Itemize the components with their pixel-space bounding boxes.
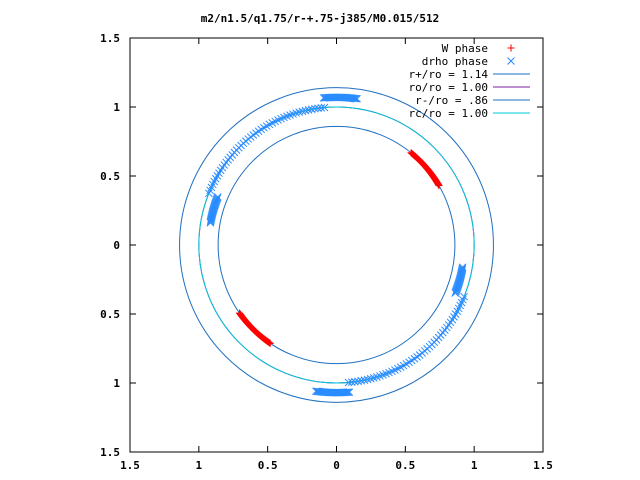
w-phase-point [266, 339, 274, 347]
drho-phase-point [322, 93, 330, 102]
drho-phase-point [307, 105, 316, 114]
drho-phase-point [458, 265, 467, 274]
drho-phase-point [357, 376, 366, 385]
circle-r- [217, 125, 456, 365]
data-points [205, 93, 468, 397]
drho-phase-point [323, 93, 331, 102]
drho-phase-point [342, 388, 350, 397]
drho-phase-point [206, 216, 215, 225]
drho-phase-point [206, 217, 215, 226]
drho-phase-point [301, 106, 310, 115]
x-tick-label: 0.5 [258, 459, 278, 472]
legend-label: r-/ro = .86 [415, 94, 488, 107]
drho-phase-point [320, 103, 329, 112]
drho-phase-point [458, 266, 466, 275]
drho-phase-point [319, 94, 328, 102]
y-tick-label: 0.5 [100, 170, 120, 183]
drho-phase-point [205, 189, 213, 198]
drho-phase-point [298, 107, 307, 116]
drho-phase-point [345, 388, 354, 396]
x-tick-label: 0 [333, 459, 340, 472]
w-phase-point [408, 150, 416, 158]
drho-phase-point [458, 263, 467, 272]
y-tick-label: 0 [113, 239, 120, 252]
drho-phase-point [366, 374, 375, 383]
drho-phase-point [354, 377, 362, 386]
drho-phase-point [460, 292, 468, 301]
drho-phase-point [304, 106, 313, 114]
drho-phase-point [363, 375, 372, 384]
chart-title: m2/n1.5/q1.75/r-+.75-j385/M0.015/512 [201, 12, 439, 25]
drho-phase-point [317, 103, 326, 112]
drho-phase-point [206, 218, 215, 227]
x-tick-label: 1.5 [533, 459, 553, 472]
x-tick-label: 1 [471, 459, 478, 472]
reference-circles [179, 87, 494, 403]
circle-r+ [179, 87, 494, 403]
legend-marker-drho-phase [507, 57, 515, 65]
drho-phase-point [351, 377, 359, 386]
legend-marker-w-phase [507, 44, 515, 52]
y-tick-label: 0.5 [100, 308, 120, 321]
drho-phase-point [311, 104, 319, 113]
legend-label: r+/ro = 1.14 [409, 68, 489, 81]
drho-phase-point [320, 93, 329, 102]
x-tick-label: 0.5 [395, 459, 415, 472]
y-tick-label: 1.5 [100, 446, 120, 459]
drho-phase-point [360, 376, 369, 384]
drho-phase-point [314, 104, 322, 113]
y-tick-label: 1 [113, 377, 120, 390]
drho-phase-point [344, 378, 353, 387]
drho-phase-point [207, 215, 215, 224]
circle-rc [198, 106, 475, 384]
axis-ticks: 1.5 1 0.5 0 0.5 1 1.51.510.500.511.5 [100, 32, 553, 472]
w-phase-point [407, 149, 415, 157]
legend-label: ro/ro = 1.00 [409, 81, 488, 94]
drho-phase-point [458, 264, 467, 273]
circle-ro [198, 106, 475, 384]
legend-label: drho phase [422, 55, 488, 68]
x-tick-label: 1.5 [120, 459, 140, 472]
y-tick-label: 1.5 [100, 32, 120, 45]
drho-phase-point [347, 378, 356, 387]
legend-label: W phase [442, 42, 488, 55]
y-tick-label: 1 [113, 101, 120, 114]
drho-phase-point [344, 388, 353, 397]
legend-label: rc/ro = 1.00 [409, 107, 488, 120]
drho-phase-point [343, 388, 351, 397]
w-phase-point [408, 149, 416, 157]
x-tick-label: 1 [196, 459, 203, 472]
